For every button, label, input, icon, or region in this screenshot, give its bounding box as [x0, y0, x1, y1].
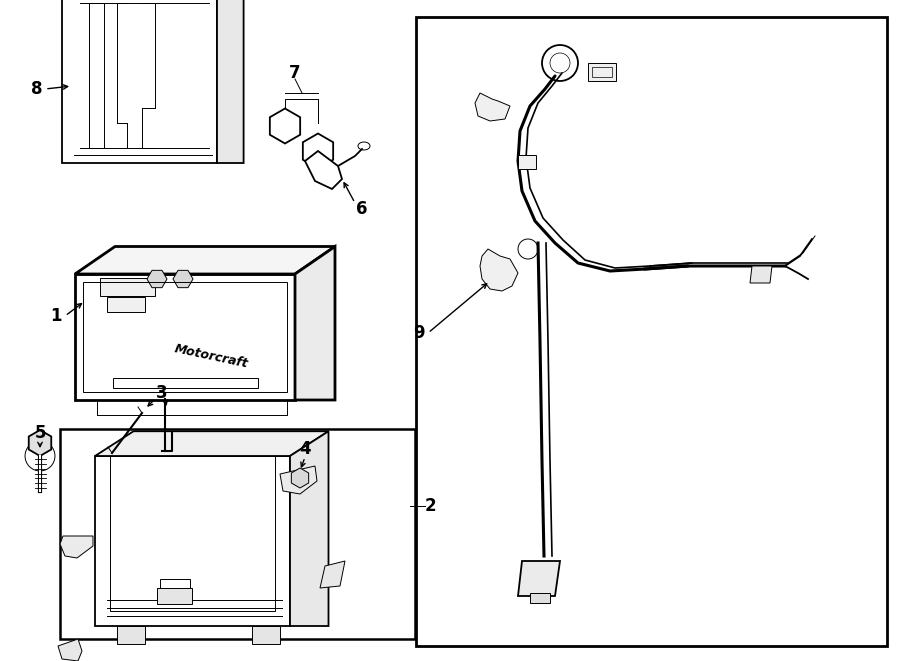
- Polygon shape: [302, 134, 333, 169]
- Bar: [252, 626, 280, 644]
- Bar: [588, 63, 616, 81]
- Polygon shape: [173, 270, 193, 288]
- Bar: [100, 278, 155, 296]
- Text: 7: 7: [289, 64, 301, 82]
- Polygon shape: [95, 456, 290, 626]
- Polygon shape: [60, 536, 93, 558]
- Bar: [157, 588, 192, 604]
- Polygon shape: [147, 270, 167, 288]
- Bar: [592, 67, 612, 77]
- Bar: [83, 282, 287, 392]
- Text: Motorcraft: Motorcraft: [173, 342, 249, 370]
- Polygon shape: [295, 247, 335, 400]
- Polygon shape: [29, 430, 51, 456]
- Bar: [160, 579, 190, 601]
- Polygon shape: [270, 108, 301, 143]
- Bar: [530, 593, 550, 603]
- Text: 5: 5: [34, 424, 46, 442]
- Polygon shape: [750, 266, 772, 283]
- Polygon shape: [280, 466, 317, 494]
- Bar: [113, 378, 258, 388]
- Polygon shape: [518, 561, 560, 596]
- Text: 8: 8: [31, 80, 42, 98]
- Bar: [107, 297, 145, 312]
- Polygon shape: [58, 639, 82, 661]
- Polygon shape: [62, 0, 217, 163]
- Bar: [117, 626, 145, 644]
- Text: 6: 6: [356, 200, 368, 218]
- Polygon shape: [480, 249, 518, 291]
- Polygon shape: [290, 431, 328, 626]
- Polygon shape: [75, 274, 295, 400]
- Bar: [110, 456, 275, 611]
- Polygon shape: [217, 0, 244, 163]
- Bar: [518, 155, 536, 169]
- Polygon shape: [95, 431, 328, 456]
- Polygon shape: [475, 93, 510, 121]
- Text: 1: 1: [50, 307, 62, 325]
- Polygon shape: [320, 561, 345, 588]
- Polygon shape: [292, 468, 309, 488]
- Bar: [416, 17, 887, 646]
- Text: 4: 4: [299, 440, 310, 458]
- Bar: [60, 429, 415, 639]
- Text: 9: 9: [413, 324, 425, 342]
- Text: 3: 3: [157, 384, 167, 402]
- Polygon shape: [75, 247, 335, 274]
- Polygon shape: [305, 151, 342, 189]
- Text: 2: 2: [425, 497, 436, 515]
